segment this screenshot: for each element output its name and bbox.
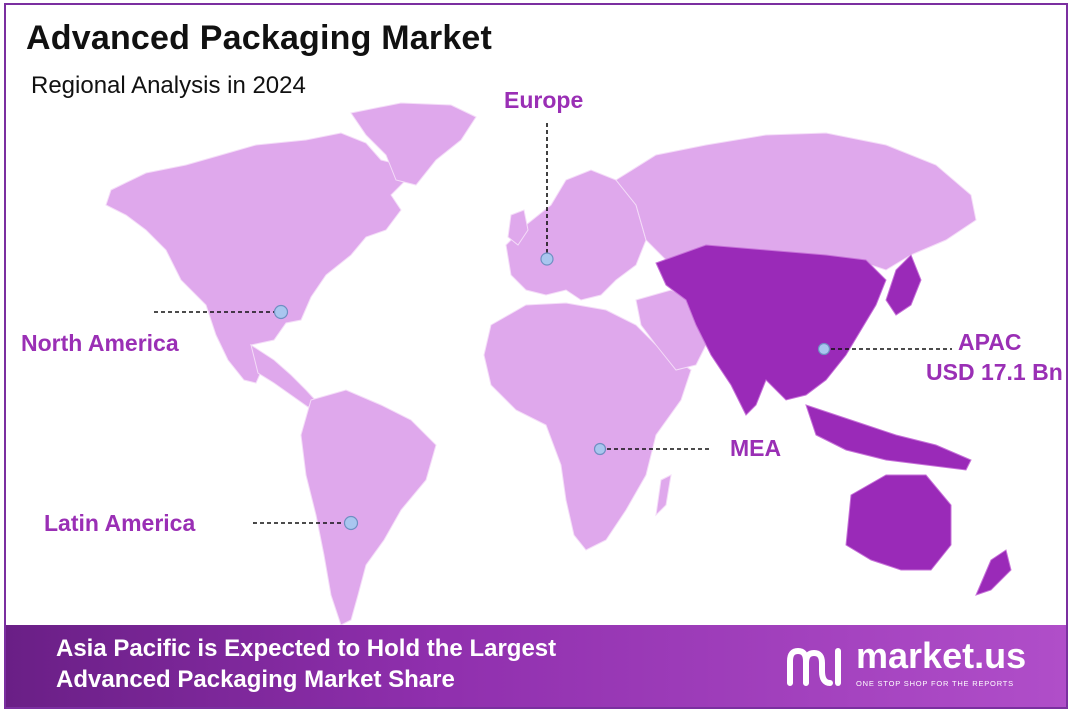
apac-marker: [817, 342, 831, 356]
southeast-asia-shape: [805, 404, 972, 471]
footer-text: Asia Pacific is Expected to Hold the Lar…: [56, 633, 556, 695]
europe-shape: [505, 169, 647, 301]
mea-label: MEA: [730, 435, 782, 461]
greenland-shape: [350, 102, 477, 186]
world-map: [105, 102, 1012, 626]
africa-shape: [483, 302, 692, 551]
brand-block: market.us ONE STOP SHOP FOR THE REPORTS: [784, 635, 1034, 695]
north-america-marker: [273, 304, 289, 320]
north-america-label: North America: [21, 330, 179, 356]
footer-line-1: Asia Pacific is Expected to Hold the Lar…: [56, 635, 557, 662]
footer-line-2: Advanced Packaging Market Share: [56, 666, 455, 693]
footer-banner: Asia Pacific is Expected to Hold the Lar…: [6, 625, 1066, 707]
europe-marker: [540, 252, 554, 266]
uk-shape: [507, 209, 529, 246]
apac-value-label: USD 17.1 Bn: [926, 359, 1063, 385]
south-america-shape: [300, 389, 437, 626]
infographic-frame: Advanced Packaging Market Regional Analy…: [4, 3, 1068, 709]
brand-tagline: ONE STOP SHOP FOR THE REPORTS: [856, 679, 1014, 688]
page-subtitle: Regional Analysis in 2024: [31, 72, 306, 99]
mea-marker: [593, 442, 607, 456]
apac-label: APAC: [958, 329, 1022, 355]
new-zealand-shape: [975, 549, 1012, 596]
asia-highlight-shape: [655, 244, 887, 416]
australia-shape: [845, 474, 952, 571]
japan-shape: [885, 254, 922, 316]
europe-label: Europe: [504, 87, 584, 113]
central-america-shape: [250, 343, 319, 408]
latin-america-label: Latin America: [44, 510, 196, 536]
market-us-logo-icon: [787, 647, 841, 686]
page-title: Advanced Packaging Market: [26, 19, 493, 57]
latin-america-marker: [343, 515, 359, 531]
north-america-shape: [105, 132, 407, 384]
madagascar-shape: [655, 474, 672, 517]
russia-shape: [615, 132, 977, 271]
brand-name: market.us: [856, 635, 1027, 676]
